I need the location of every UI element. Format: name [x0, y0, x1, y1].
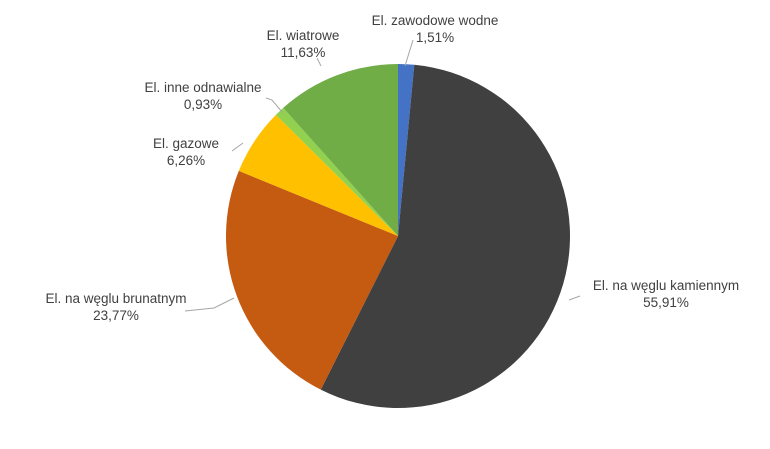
data-label-value: 23,77% [93, 308, 139, 323]
data-label-value: 55,91% [643, 295, 689, 310]
data-label-name: El. inne odnawialne [144, 80, 261, 95]
data-label-el-wiatrowe: El. wiatrowe 11,63% [267, 28, 340, 60]
leader-lines-layer [184, 39, 581, 312]
pie-slice-el-na-weglu-kamiennym [320, 64, 571, 409]
data-label-value: 11,63% [281, 45, 326, 60]
data-label-name: El. wiatrowe [267, 28, 340, 43]
data-label-name: El. zawodowe wodne [372, 13, 499, 28]
slices-layer [226, 64, 571, 409]
pie-slice-el-wiatrowe [283, 64, 398, 236]
data-label-el-zawodowe-wodne: El. zawodowe wodne 1,51% [372, 13, 499, 45]
pie-slice-el-zawodowe-wodne [398, 64, 415, 236]
leader-line-el-wiatrowe [316, 57, 322, 67]
data-label-el-na-weglu-kamiennym: El. na węglu kamiennym 55,91% [593, 278, 739, 310]
leader-line-el-na-weglu-brunatnym [184, 297, 235, 312]
pie-slice-el-gazowe [238, 114, 398, 236]
leader-line-el-na-weglu-kamiennym [568, 295, 581, 301]
leader-line-el-zawodowe-wodne [404, 39, 414, 67]
data-label-name: El. na węglu brunatnym [45, 291, 186, 306]
data-label-el-gazowe: El. gazowe 6,26% [153, 136, 219, 168]
pie-slice-el-inne-odnawialne [275, 107, 398, 237]
data-label-value: 6,26% [167, 153, 205, 168]
data-label-name: El. na węglu kamiennym [593, 278, 739, 293]
data-label-value: 1,51% [416, 30, 454, 45]
data-label-el-inne-odnawialne: El. inne odnawialne 0,93% [144, 80, 261, 112]
data-label-value: 0,93% [184, 97, 222, 112]
pie-slice-el-na-weglu-brunatnym [226, 170, 398, 390]
leader-line-el-inne-odnawialne [265, 97, 284, 114]
leader-line-el-gazowe [231, 142, 244, 152]
data-label-name: El. gazowe [153, 136, 219, 151]
data-label-el-na-weglu-brunatnym: El. na węglu brunatnym 23,77% [45, 291, 186, 323]
data-labels-layer: El. zawodowe wodne 1,51% El. na węglu kami… [45, 13, 739, 323]
